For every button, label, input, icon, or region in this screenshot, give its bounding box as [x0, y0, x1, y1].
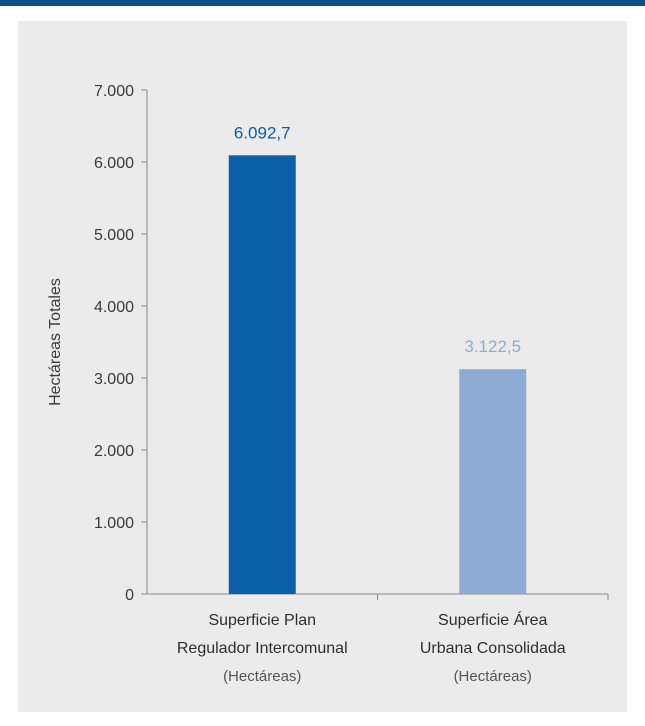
category-label-line2: Urbana Consolidada [420, 640, 566, 657]
y-tick-label: 6.000 [94, 155, 134, 172]
category-label-line2: Regulador Intercomunal [177, 640, 348, 657]
y-tick-label: 2.000 [94, 443, 134, 460]
category-unit-label: (Hectáreas) [223, 668, 301, 685]
bars: 6.092,7 3.122,5 [228, 123, 527, 594]
category-labels: Superficie Plan Regulador Intercomunal (He… [177, 610, 566, 685]
bar [459, 369, 527, 594]
data-label: 6.092,7 [234, 123, 291, 142]
y-tick-label: 5.000 [94, 227, 134, 244]
y-tick-label: 3.000 [94, 371, 134, 388]
y-tick-label: 0 [125, 587, 134, 604]
x-axis [147, 593, 609, 600]
y-tick-label: 4.000 [94, 299, 134, 316]
bar [228, 155, 296, 594]
category-label-line1: Superficie Área [438, 610, 547, 629]
data-label: 3.122,5 [464, 337, 521, 356]
y-tick-label: 7.000 [94, 83, 134, 100]
y-axis-title: Hectáreas Totales [47, 278, 64, 406]
category-unit-label: (Hectáreas) [454, 668, 532, 685]
header-strip [0, 0, 645, 6]
category-label-line1: Superficie Plan [208, 612, 316, 629]
chart-panel [18, 21, 627, 712]
y-tick-label: 1.000 [94, 515, 134, 532]
y-axis: 0 1.000 2.000 3.000 4.000 5.000 6.000 7.000 [94, 83, 148, 604]
